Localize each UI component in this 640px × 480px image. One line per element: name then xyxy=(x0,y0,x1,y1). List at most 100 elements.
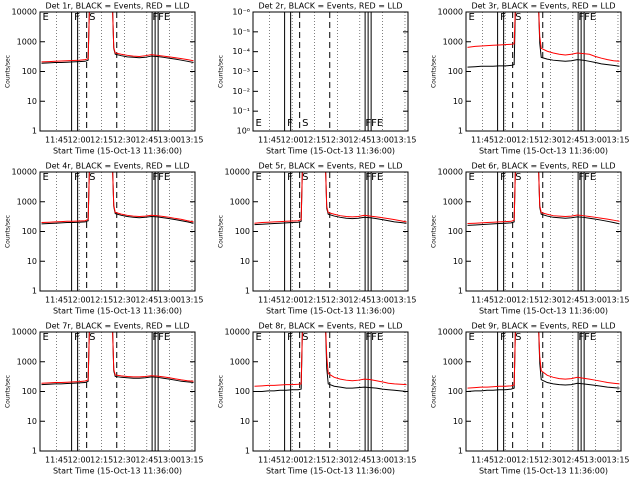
x-axis-label: Start Time (15-Oct-13 11:36:00) xyxy=(266,307,395,316)
y-tick-label: 100 xyxy=(448,227,463,236)
event-label: FFE xyxy=(152,12,170,23)
x-tick-label: 12:45 xyxy=(561,296,584,305)
x-tick-label: 12:15 xyxy=(303,136,326,145)
x-tick-label: 12:45 xyxy=(135,456,158,465)
event-label: E xyxy=(256,118,262,129)
y-tick-label: 10 xyxy=(240,417,250,426)
y-tick-label: 1000 xyxy=(230,197,250,206)
event-label: FFE xyxy=(578,172,596,183)
y-tick-label: 10000 xyxy=(438,8,463,17)
event-label: FFE xyxy=(152,172,170,183)
x-tick-label: 11:45 xyxy=(258,136,281,145)
y-axis-label: Counts/sec xyxy=(431,215,438,248)
y-tick-label: 1 xyxy=(458,287,463,296)
event-label: S xyxy=(302,332,308,343)
y-tick-label: 10000 xyxy=(225,328,250,337)
plot-frame xyxy=(252,171,409,292)
event-label: S xyxy=(89,12,95,23)
x-tick-label: 12:45 xyxy=(561,136,584,145)
event-label: S xyxy=(302,172,308,183)
y-axis-label: Counts/sec xyxy=(218,215,225,248)
y-tick-label: 100 xyxy=(448,67,463,76)
y-tick-label: 10⁻⁶ xyxy=(232,8,250,17)
panel: Det 7r, BLACK = Events, RED = LLD Counts/… xyxy=(5,322,204,476)
event-label: S xyxy=(302,118,308,129)
plot-frame xyxy=(465,171,622,292)
x-tick-label: 12:45 xyxy=(348,296,371,305)
x-tick-label: 13:00 xyxy=(371,136,394,145)
x-tick-label: 12:15 xyxy=(516,136,539,145)
y-tick-label: 10 xyxy=(27,417,37,426)
x-tick-label: 12:00 xyxy=(281,136,304,145)
series-line xyxy=(41,332,194,384)
event-label: F xyxy=(500,172,506,183)
y-tick-label: 1000 xyxy=(230,357,250,366)
panel: Det 9r, BLACK = Events, RED = LLD Counts/… xyxy=(431,322,630,476)
panel-title: Det 2r, BLACK = Events, RED = LLD xyxy=(258,2,402,11)
series-line xyxy=(467,332,620,392)
y-tick-label: 10⁻⁴ xyxy=(232,47,250,56)
panel-title: Det 6r, BLACK = Events, RED = LLD xyxy=(471,162,615,171)
y-tick-label: 1000 xyxy=(443,197,463,206)
x-tick-label: 13:15 xyxy=(606,296,629,305)
x-tick-label: 13:00 xyxy=(158,456,181,465)
panel: Det 2r, BLACK = Events, RED = LLD Counts/… xyxy=(218,2,417,156)
panel-title: Det 9r, BLACK = Events, RED = LLD xyxy=(471,322,615,331)
y-tick-label: 10000 xyxy=(12,328,37,337)
panel-title: Det 4r, BLACK = Events, RED = LLD xyxy=(45,162,189,171)
y-axis-label: Counts/sec xyxy=(431,55,438,88)
y-tick-label: 10⁻⁵ xyxy=(232,27,250,36)
plot-frame xyxy=(465,11,622,132)
event-label: FFE xyxy=(365,172,383,183)
x-tick-label: 12:00 xyxy=(281,456,304,465)
x-tick-label: 13:15 xyxy=(180,136,203,145)
y-tick-label: 100 xyxy=(22,227,37,236)
event-label: F xyxy=(500,332,506,343)
x-tick-label: 12:45 xyxy=(135,136,158,145)
event-label: FFE xyxy=(365,118,383,129)
y-tick-label: 100 xyxy=(235,227,250,236)
y-tick-label: 10 xyxy=(453,257,463,266)
y-tick-label: 1 xyxy=(32,447,37,456)
y-tick-label: 10⁰ xyxy=(237,127,250,136)
event-label: S xyxy=(515,172,521,183)
panel: Det 4r, BLACK = Events, RED = LLD Counts/… xyxy=(5,162,204,316)
x-axis-label: Start Time (15-Oct-13 11:36:00) xyxy=(53,147,182,156)
x-tick-label: 12:45 xyxy=(561,456,584,465)
x-tick-label: 12:00 xyxy=(68,136,91,145)
y-tick-label: 1 xyxy=(245,287,250,296)
x-axis-label: Start Time (15-Oct-13 11:36:00) xyxy=(479,467,608,476)
series-line xyxy=(467,12,620,62)
y-tick-label: 1 xyxy=(32,287,37,296)
y-tick-label: 1000 xyxy=(17,357,37,366)
y-tick-label: 10⁻³ xyxy=(232,67,250,76)
x-tick-label: 13:00 xyxy=(371,296,394,305)
series-line xyxy=(467,12,620,68)
x-axis-label: Start Time (15-Oct-13 11:36:00) xyxy=(53,307,182,316)
event-label: FFE xyxy=(578,332,596,343)
series-line xyxy=(41,172,194,224)
event-label: S xyxy=(89,172,95,183)
y-tick-label: 10 xyxy=(453,97,463,106)
event-label: E xyxy=(43,172,49,183)
x-tick-label: 12:00 xyxy=(281,296,304,305)
x-tick-label: 12:45 xyxy=(348,136,371,145)
x-tick-label: 13:15 xyxy=(180,456,203,465)
x-tick-label: 13:15 xyxy=(606,136,629,145)
y-tick-label: 1000 xyxy=(443,357,463,366)
x-tick-label: 12:30 xyxy=(539,456,562,465)
y-tick-label: 10⁻² xyxy=(232,87,250,96)
plot-frame xyxy=(39,171,196,292)
event-label: E xyxy=(256,172,262,183)
y-tick-label: 100 xyxy=(235,387,250,396)
plot-frame xyxy=(39,11,196,132)
x-tick-label: 12:30 xyxy=(113,456,136,465)
panel: Det 8r, BLACK = Events, RED = LLD Counts/… xyxy=(218,322,417,476)
x-tick-label: 12:00 xyxy=(494,296,517,305)
series-line xyxy=(254,332,407,387)
panel-title: Det 5r, BLACK = Events, RED = LLD xyxy=(258,162,402,171)
event-label: E xyxy=(469,172,475,183)
y-tick-label: 10000 xyxy=(12,8,37,17)
x-tick-label: 13:15 xyxy=(180,296,203,305)
